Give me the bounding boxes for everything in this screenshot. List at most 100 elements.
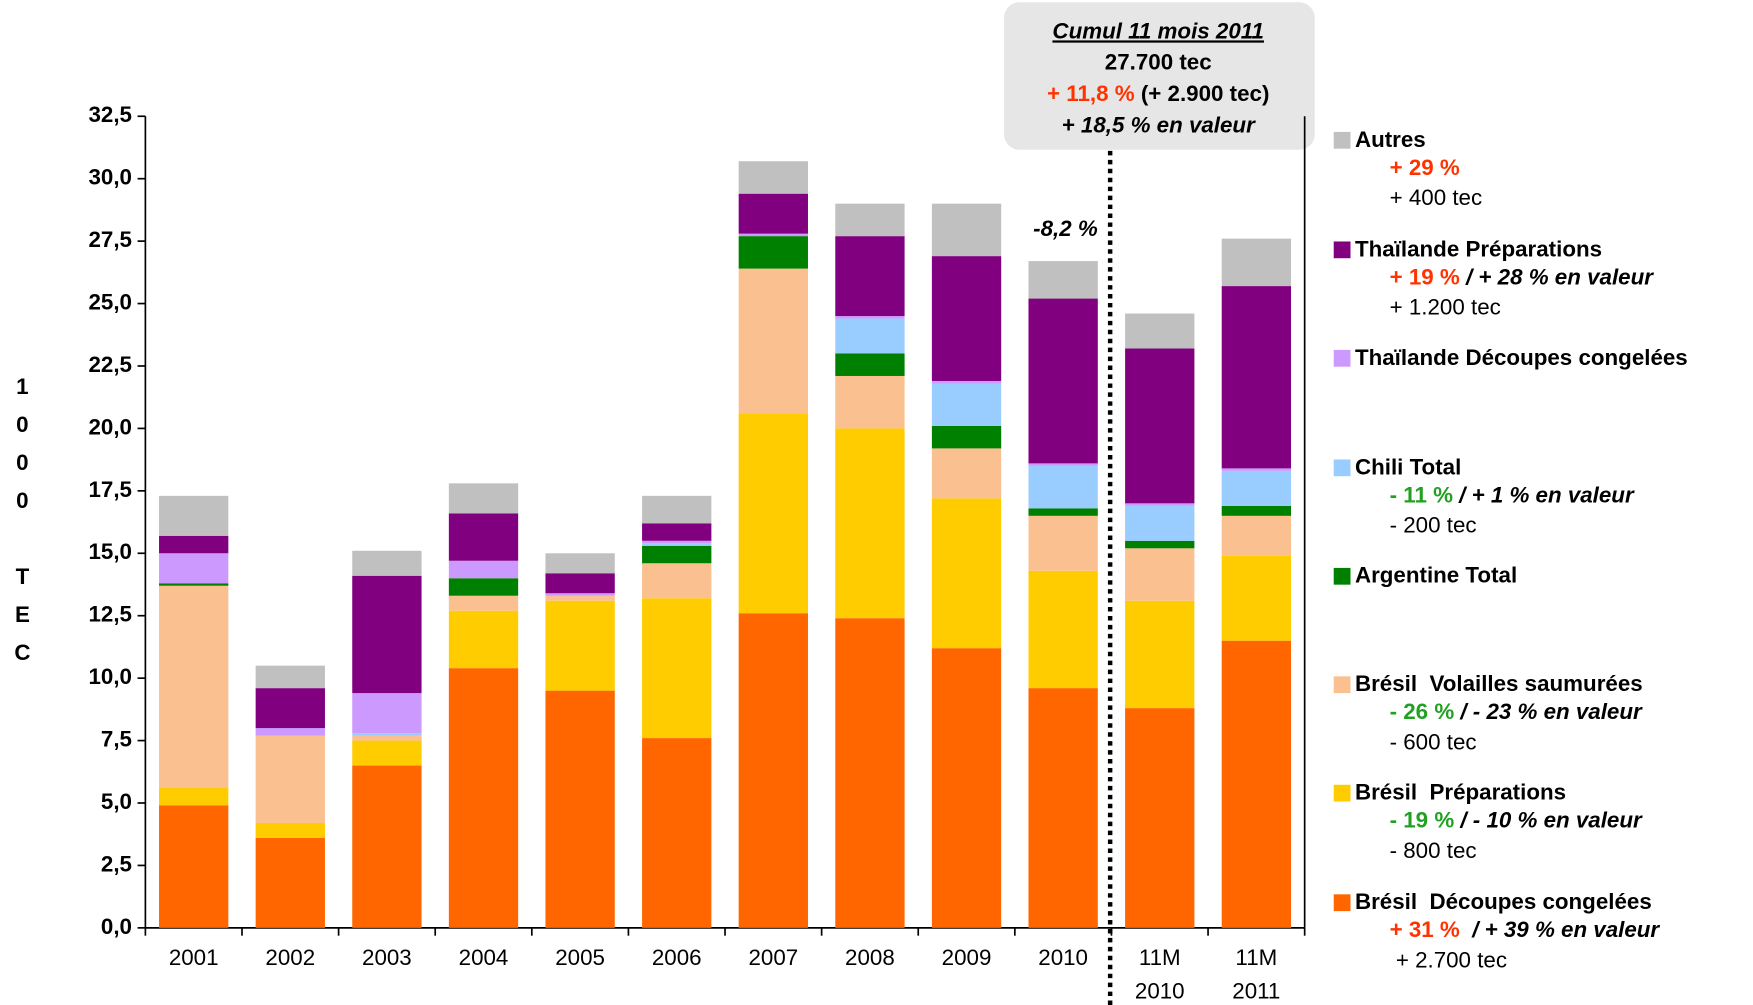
bar-segment: [1221, 515, 1292, 556]
bar-segment: [255, 822, 325, 838]
bar-segment: [545, 573, 615, 594]
text-run: - 200 tec: [1390, 512, 1477, 537]
bar-segment: [931, 380, 1002, 384]
bar-segment: [642, 495, 712, 524]
legend-swatch: [1333, 784, 1351, 802]
legend-label: Autres: [1355, 127, 1426, 152]
bar-segment: [352, 575, 422, 694]
bar-segment: [1028, 465, 1098, 509]
text-run: - 600 tec: [1390, 729, 1477, 754]
text-run: - 800 tec: [1390, 838, 1477, 863]
y-tick-label: 12,5: [88, 602, 132, 627]
bar-segment: [448, 668, 519, 928]
bar-segment: [352, 733, 422, 736]
bar-segment: [835, 318, 905, 354]
bar-segment: [738, 268, 808, 414]
legend-note: - 800 tec: [1390, 838, 1477, 863]
bar-segment: [1125, 503, 1195, 506]
bar-segment: [835, 618, 905, 928]
legend-note: + 19 % / + 28 % en valeur: [1390, 264, 1655, 289]
legend-swatch: [1333, 567, 1351, 585]
bar-segment: [159, 585, 229, 789]
bar-segment: [448, 610, 519, 669]
legend-label: Chili Total: [1355, 454, 1461, 479]
legend-swatch: [1333, 349, 1351, 367]
text-run: + 11,8 %: [1047, 81, 1135, 106]
bar-segment: [1125, 505, 1195, 541]
legend-note: + 29 %: [1390, 155, 1460, 180]
bar-segment: [1125, 540, 1195, 549]
bar-segment: [738, 233, 808, 237]
bar-segment: [835, 428, 905, 619]
legend-note: + 1.200 tec: [1390, 294, 1501, 319]
bar-segment: [1028, 688, 1098, 928]
bar-segment: [931, 203, 1002, 257]
x-tick-label: 2005: [555, 945, 605, 970]
text-run: + 31 %: [1390, 917, 1460, 942]
bar-segment: [835, 375, 905, 429]
bar-segment: [1028, 508, 1098, 516]
bar-segment: [545, 595, 615, 601]
bar-segment: [1125, 600, 1195, 709]
y-tick-label: 25,0: [88, 289, 132, 314]
bar-segment: [835, 236, 905, 317]
legend-label: Thaïlande Découpes congelées: [1355, 345, 1688, 370]
y-tick-label: 2,5: [101, 851, 132, 876]
text-run: + 29 %: [1390, 155, 1460, 180]
legend-label: Thaïlande Préparations: [1355, 236, 1602, 261]
bar-segment: [545, 600, 615, 691]
bar-segment: [1221, 555, 1292, 641]
bar-segment: [642, 563, 712, 599]
x-tick-label: 11M 2011: [1232, 945, 1280, 1004]
bar-segment: [1125, 313, 1195, 349]
bar-segment: [352, 765, 422, 928]
bar-segment: [1028, 515, 1098, 571]
bar-segment: [1125, 548, 1195, 601]
text-run: - 11 %: [1390, 482, 1453, 507]
x-tick-label: 2009: [942, 945, 992, 970]
bar-segment: [159, 553, 229, 584]
text-run: - 19 %: [1390, 808, 1455, 833]
x-tick-label: 2010: [1038, 945, 1088, 970]
legend-note: - 600 tec: [1390, 729, 1477, 754]
legend-note: + 2.700 tec: [1390, 947, 1507, 972]
bar-segment: [1221, 286, 1292, 469]
bar-segment: [1028, 261, 1098, 299]
bar-segment: [1125, 708, 1195, 928]
bar-segment: [159, 583, 229, 586]
bar-segment: [642, 545, 712, 564]
legend-note: Cumul 11 mois 2011: [1052, 18, 1264, 43]
y-tick-label: 20,0: [88, 414, 132, 439]
text-run: + 18,5 % en valeur: [1062, 112, 1256, 137]
bar-segment: [738, 193, 808, 234]
y-tick-label: 7,5: [101, 726, 132, 751]
x-tick-label: 2002: [265, 945, 315, 970]
bar-segment: [642, 543, 712, 546]
bar-segment: [352, 735, 422, 741]
bar-segment: [1028, 570, 1098, 689]
bar-segment: [642, 523, 712, 541]
annotation: -8,2 %: [1033, 216, 1098, 241]
bar-segment: [448, 578, 519, 596]
bar-segment: [159, 805, 229, 928]
bar-segment: [738, 613, 808, 928]
legend-label: Brésil Préparations: [1355, 780, 1566, 805]
bar-segment: [352, 693, 422, 734]
legend-swatch: [1333, 676, 1351, 694]
text-run: + 19 %: [1390, 264, 1460, 289]
y-tick-label: 27,5: [88, 227, 132, 252]
bar-segment: [1221, 468, 1292, 471]
legend-label: Brésil Découpes congelées: [1355, 889, 1652, 914]
bar-segment: [931, 256, 1002, 381]
bar-segment: [352, 550, 422, 576]
bar-segment: [1221, 470, 1292, 506]
bar-segment: [1221, 505, 1292, 516]
bar-segment: [931, 383, 1002, 426]
bar-segment: [545, 553, 615, 574]
x-tick-label: 2004: [459, 945, 509, 970]
bar-segment: [642, 738, 712, 928]
text-run: / - 10 % en valeur: [1454, 808, 1643, 833]
bar-segment: [738, 236, 808, 269]
